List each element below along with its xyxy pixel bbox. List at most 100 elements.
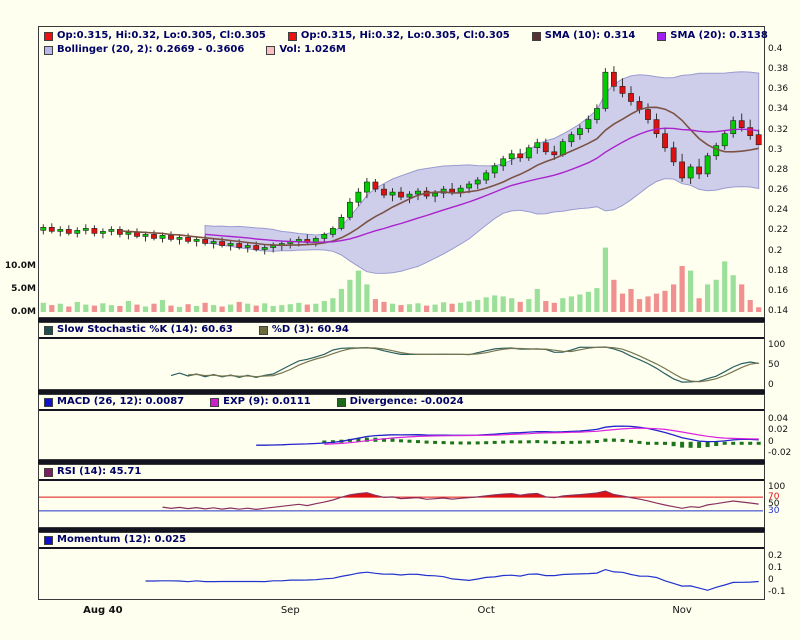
macd-divergence-label: Divergence: -0.0024 bbox=[349, 396, 464, 407]
divergence-bar bbox=[526, 440, 531, 444]
divergence-bar bbox=[620, 438, 625, 442]
volume-bar bbox=[500, 296, 506, 312]
momentum-panel[interactable]: Momentum (12): 0.025 bbox=[38, 532, 765, 600]
volume-bar bbox=[713, 279, 719, 312]
candle-down bbox=[628, 93, 634, 102]
stochastic-k-label: Slow Stochastic %K (14): 60.63 bbox=[57, 324, 233, 335]
candle-up bbox=[721, 133, 728, 147]
rsi-overbought-fill bbox=[341, 492, 383, 498]
divergence-bar bbox=[484, 441, 489, 445]
candle-up bbox=[244, 245, 251, 248]
macd-divergence-swatch-icon bbox=[336, 397, 346, 407]
stochastic-panel[interactable]: Slow Stochastic %K (14): 60.63 %D (3): 6… bbox=[38, 322, 765, 390]
legend-item: Op:0.315, Hi:0.32, Lo:0.305, Cl:0.305 bbox=[44, 30, 266, 42]
candle-down bbox=[91, 228, 98, 234]
legend-item: EXP (9): 0.0111 bbox=[210, 396, 311, 408]
volume-bar bbox=[483, 297, 489, 312]
volume-bar bbox=[560, 298, 566, 312]
volume-bar bbox=[236, 301, 242, 312]
divergence-bar bbox=[467, 441, 472, 445]
candle-down bbox=[236, 243, 243, 248]
volume-bar bbox=[372, 299, 378, 312]
sma20-label: SMA (20): 0.3138 bbox=[670, 30, 768, 41]
divergence-bar bbox=[637, 440, 642, 444]
candle-up bbox=[193, 239, 200, 242]
volume-bar bbox=[653, 293, 660, 312]
candle-down bbox=[738, 120, 745, 128]
candle-up bbox=[415, 190, 421, 195]
macd-panel[interactable]: MACD (26, 12): 0.0087 EXP (9): 0.0111 Di… bbox=[38, 394, 765, 460]
divergence-bar bbox=[509, 440, 514, 444]
volume-label: Vol: 1.026M bbox=[279, 44, 346, 55]
macd-exp-swatch-icon bbox=[210, 397, 220, 407]
candle-up bbox=[57, 229, 64, 232]
candle-up bbox=[432, 192, 438, 197]
legend-item: MACD (26, 12): 0.0087 bbox=[44, 396, 184, 408]
candle-up bbox=[406, 193, 413, 198]
volume-bar bbox=[509, 298, 515, 312]
candle-down bbox=[755, 134, 762, 146]
candle-up bbox=[593, 108, 600, 120]
candle-up bbox=[713, 145, 720, 157]
divergence-bar bbox=[535, 440, 540, 444]
divergence-bar bbox=[731, 441, 736, 445]
candle-up bbox=[534, 142, 541, 148]
divergence-bar bbox=[663, 441, 667, 445]
candle-down bbox=[185, 237, 191, 242]
momentum-legend: Momentum (12): 0.025 bbox=[39, 533, 764, 549]
divergence-bar bbox=[705, 441, 710, 448]
candle-up bbox=[704, 155, 711, 175]
divergence-bar bbox=[433, 440, 438, 444]
volume-bar bbox=[517, 301, 523, 312]
candle-down bbox=[662, 133, 668, 149]
bollinger-swatch-icon bbox=[44, 45, 53, 55]
rsi-panel[interactable]: RSI (14): 45.71 bbox=[38, 464, 765, 528]
candle-down bbox=[65, 229, 72, 234]
momentum-line bbox=[145, 568, 759, 591]
candle-down bbox=[117, 229, 123, 235]
panel-separator bbox=[38, 318, 765, 322]
candle-down bbox=[542, 142, 549, 153]
macd-legend: MACD (26, 12): 0.0087 EXP (9): 0.0111 Di… bbox=[39, 395, 764, 411]
divergence-bar bbox=[688, 441, 693, 448]
legend-item: Bollinger (20, 2): 0.2669 - 0.3606 bbox=[44, 44, 244, 56]
volume-bar bbox=[722, 261, 728, 312]
volume-bar bbox=[151, 303, 157, 312]
volume-bar bbox=[381, 301, 387, 312]
price-legend-row2: Bollinger (20, 2): 0.2669 - 0.3606 Vol: … bbox=[44, 44, 346, 56]
volume-bar bbox=[568, 296, 574, 312]
volume-bar bbox=[398, 305, 404, 312]
volume-bar bbox=[534, 289, 540, 312]
divergence-bar bbox=[671, 441, 676, 447]
sma10-swatch-icon bbox=[531, 31, 541, 41]
divergence-bar bbox=[399, 439, 403, 443]
volume-bar bbox=[159, 300, 166, 312]
divergence-bar bbox=[450, 441, 455, 445]
candle-down bbox=[610, 71, 617, 87]
volume-bar bbox=[585, 291, 591, 312]
candle-down bbox=[219, 241, 225, 246]
volume-bar bbox=[747, 300, 753, 312]
rsi-legend: RSI (14): 45.71 bbox=[39, 465, 764, 481]
ohlc-label-2: Op:0.315, Hi:0.32, Lo:0.305, Cl:0.305 bbox=[300, 30, 510, 41]
divergence-bar bbox=[390, 438, 395, 442]
volume-bar bbox=[74, 301, 80, 312]
divergence-bar bbox=[518, 440, 523, 444]
volume-bar bbox=[441, 302, 447, 312]
sma10-label: SMA (10): 0.314 bbox=[544, 30, 636, 41]
candle-up bbox=[108, 229, 115, 232]
volume-bar bbox=[730, 275, 736, 312]
volume-bar bbox=[211, 305, 217, 312]
volume-bar bbox=[253, 305, 259, 312]
macd-signal-line bbox=[324, 427, 759, 445]
sma20-line bbox=[205, 127, 759, 244]
stochastic-d-line bbox=[188, 346, 759, 383]
panel-separator bbox=[38, 460, 765, 464]
divergence-bar bbox=[569, 440, 574, 444]
stochastic-k-swatch-icon bbox=[44, 325, 53, 335]
ohlc-swatch-icon bbox=[44, 31, 53, 41]
candle-down bbox=[679, 161, 685, 179]
volume-bar bbox=[415, 303, 421, 312]
volume-bar bbox=[619, 293, 626, 312]
